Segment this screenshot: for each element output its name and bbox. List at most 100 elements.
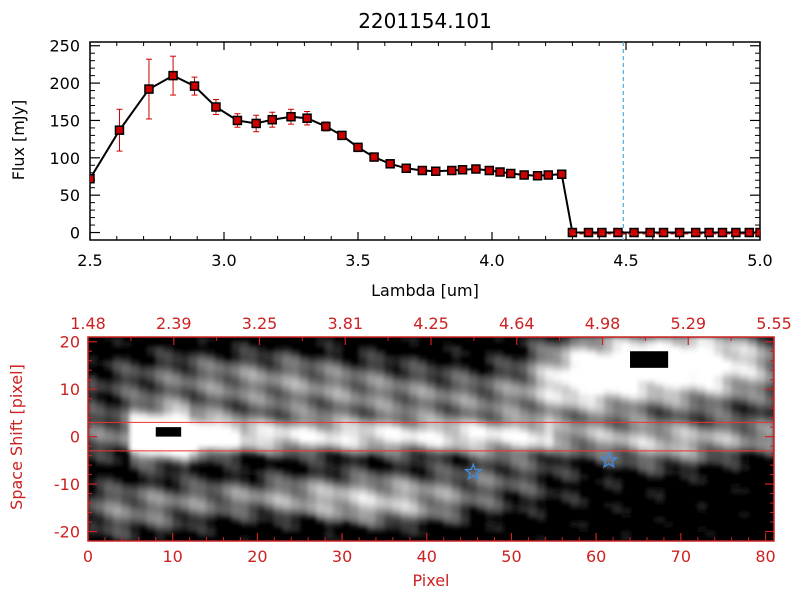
heatmap-cell <box>604 426 614 433</box>
heatmap-cell <box>477 445 487 452</box>
heatmap-cell <box>400 337 411 343</box>
heatmap-cell <box>265 426 275 433</box>
heatmap-cell <box>714 360 724 366</box>
heatmap-cell <box>739 350 750 357</box>
heatmap-cell <box>375 469 385 476</box>
heatmap-cell <box>468 445 479 452</box>
heatmap-cell <box>239 360 250 366</box>
heatmap-cell <box>765 431 774 438</box>
heatmap-cell <box>112 493 123 499</box>
heatmap-cell <box>180 488 191 495</box>
heatmap-cell <box>316 407 326 414</box>
heatmap-cell <box>765 455 774 461</box>
heatmap-cell <box>502 450 512 457</box>
heatmap-cell <box>307 474 318 480</box>
heatmap-cell <box>129 445 140 452</box>
heatmap-cell <box>299 459 309 466</box>
heatmap-cell <box>612 383 623 390</box>
heatmap-cell <box>587 455 597 461</box>
heatmap-cell <box>612 431 623 438</box>
heatmap-cell <box>646 455 656 461</box>
heatmap-cell <box>722 421 733 428</box>
heatmap-cell <box>112 521 123 528</box>
heatmap-cell <box>434 464 445 471</box>
heatmap-cell <box>765 393 774 400</box>
heatmap-cell <box>731 379 741 385</box>
heatmap-cell <box>409 417 419 423</box>
heatmap-cell <box>477 431 487 438</box>
heatmap-cell <box>273 502 284 509</box>
heatmap-cell <box>671 383 682 390</box>
heatmap-cell <box>604 417 614 423</box>
heatmap-cell <box>527 431 538 438</box>
heatmap-cell <box>578 502 589 509</box>
heatmap-cell <box>375 445 385 452</box>
heatmap-cell <box>375 379 385 385</box>
heatmap-cell <box>570 450 580 457</box>
heatmap-cell <box>383 512 394 518</box>
heatmap-cell <box>722 360 733 366</box>
heatmap-cell <box>239 483 250 490</box>
heatmap-cell <box>129 393 140 400</box>
heatmap-cell <box>273 488 284 495</box>
x-tick-label: 3.0 <box>211 251 236 270</box>
heatmap-cell <box>256 507 267 514</box>
heatmap-cell <box>273 431 284 438</box>
heatmap-cell <box>697 445 707 452</box>
heatmap-cell <box>121 526 131 533</box>
heatmap-cell <box>536 497 546 504</box>
heatmap-cell <box>451 407 462 414</box>
heatmap-cell <box>570 417 580 423</box>
heatmap-cell <box>739 488 750 495</box>
heatmap-cell <box>180 469 191 476</box>
heatmap-cell <box>451 493 462 499</box>
y-tick-label: 50 <box>60 186 80 205</box>
heatmap-cell <box>434 440 445 447</box>
heatmap-cell <box>392 450 402 457</box>
heatmap-cell <box>155 407 165 414</box>
heatmap-cell <box>477 455 487 461</box>
heatmap-cell <box>409 469 419 476</box>
heatmap-cell <box>138 379 148 385</box>
heatmap-cell <box>248 360 258 366</box>
heatmap-cell <box>273 497 284 504</box>
heatmap-cell <box>434 374 445 381</box>
heatmap-cell <box>324 464 335 471</box>
heatmap-cell <box>324 360 335 366</box>
heatmap-cell <box>612 360 623 366</box>
heatmap-cell <box>324 431 335 438</box>
heatmap-cell <box>239 364 250 371</box>
heatmap-cell <box>680 350 690 357</box>
heatmap-cell <box>544 426 555 433</box>
heatmap-cell <box>180 516 191 523</box>
heatmap-cell <box>273 364 284 371</box>
x-tick-label: 60 <box>586 547 606 566</box>
heatmap-cell <box>223 455 233 461</box>
heatmap-cell <box>629 364 639 371</box>
heatmap-cell <box>129 379 140 385</box>
heatmap-cell <box>637 383 648 390</box>
heatmap-cell <box>112 512 123 518</box>
heatmap-cell <box>155 360 165 366</box>
heatmap-cell <box>587 350 597 357</box>
heatmap-cell <box>595 412 606 419</box>
heatmap-cell <box>350 445 360 452</box>
heatmap-cell <box>443 341 453 347</box>
heatmap-cell <box>231 516 241 523</box>
heatmap-cell <box>485 417 496 423</box>
heatmap-cell <box>231 345 241 352</box>
heatmap-cell <box>248 379 258 385</box>
heatmap-cell <box>383 379 394 385</box>
heatmap-cell <box>570 360 580 366</box>
heatmap-cell <box>477 474 487 480</box>
heatmap-cell <box>350 412 360 419</box>
heatmap-cell <box>112 436 123 442</box>
heatmap-cell <box>214 459 225 466</box>
heatmap-cell <box>722 383 733 390</box>
heatmap-cell <box>324 379 335 385</box>
heatmap-cell <box>663 379 673 385</box>
heatmap-cell <box>273 388 284 395</box>
heatmap-cell <box>578 364 589 371</box>
heatmap-cell <box>307 412 318 419</box>
heatmap-cell <box>434 493 445 499</box>
